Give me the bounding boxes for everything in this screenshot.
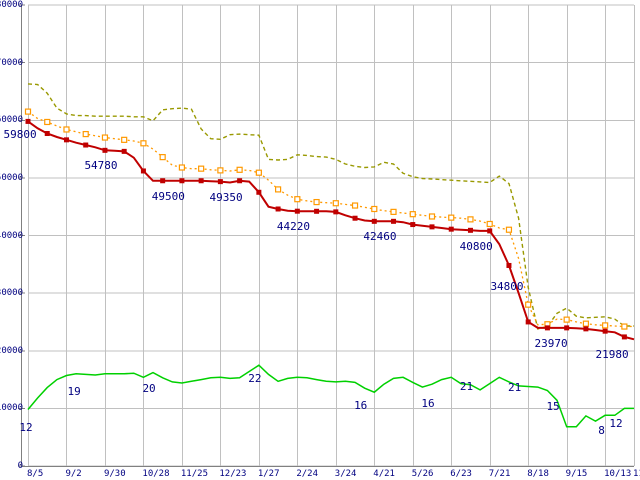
data-point-label: 49350 [209, 190, 243, 204]
x-axis-tick-label: 9/15 [565, 469, 588, 479]
data-point-label: 59800 [3, 128, 37, 142]
x-axis-tick-label: 9/30 [103, 469, 126, 479]
y-axis-tick-label: 30000 [0, 288, 23, 299]
data-point-label: 12 [609, 417, 623, 431]
data-point-label: 54780 [84, 159, 118, 173]
data-point-label: 8 [598, 424, 605, 438]
data-point-label: 34800 [490, 280, 524, 294]
data-point-label: 15 [546, 399, 560, 413]
axis-lines [18, 4, 634, 467]
x-axis-tick-label: 11/25 [180, 469, 208, 479]
y-axis-tick-label: 60000 [0, 115, 23, 126]
y-axis-tick-label: 0 [17, 461, 23, 471]
x-axis-tick-label: 4/21 [373, 469, 395, 479]
y-axis-tick-label: 50000 [0, 172, 23, 183]
x-axis-tick-label: 7/21 [488, 469, 511, 479]
data-point-label: 22 [248, 372, 262, 386]
data-point-label: 23970 [534, 336, 568, 350]
y-axis-tick-label: 70000 [0, 57, 23, 68]
data-point-label: 20 [142, 381, 156, 395]
y-axis-tick-label: 20000 [0, 345, 23, 356]
x-axis-tick-label: 1/27 [257, 469, 280, 479]
data-point-label: 16 [421, 397, 435, 411]
x-axis-tick-label: 11/20 [633, 469, 640, 479]
data-point-label: 40800 [459, 239, 493, 253]
x-axis-tick-label: 10/13 [604, 469, 632, 479]
x-axis-tick-label: 3/24 [334, 469, 357, 479]
x-axis-tick-label: 8/18 [527, 469, 549, 479]
series-high-line [27, 83, 634, 330]
y-axis-tick-label: 10000 [0, 403, 23, 414]
x-axis-tick-label: 9/2 [65, 469, 82, 479]
x-axis-tick-label: 2/24 [296, 469, 319, 479]
y-axis-tick-label: 40000 [0, 230, 23, 241]
data-point-label: 19 [67, 384, 81, 398]
y-axis-tick-label: 80000 [0, 0, 23, 10]
series-price-line [25, 118, 635, 341]
data-point-label: 21 [507, 380, 522, 394]
x-axis-tick-label: 8/5 [27, 469, 44, 479]
x-axis-tick-label: 10/28 [142, 469, 170, 479]
x-axis-tick-label: 5/26 [411, 469, 434, 479]
grid-lines [28, 4, 635, 467]
data-point-label: 49500 [151, 189, 185, 203]
data-point-label: 21980 [595, 348, 629, 362]
x-axis-tick-label: 6/23 [450, 469, 472, 479]
data-point-label: 42460 [363, 230, 397, 244]
series-average-line [24, 108, 634, 330]
data-point-label: 16 [354, 399, 368, 413]
data-point-label: 21 [459, 379, 474, 393]
series-volume-line [27, 364, 634, 428]
data-point-label: 12 [19, 420, 33, 434]
data-point-label: 44220 [276, 220, 310, 234]
x-axis-tick-label: 12/23 [219, 469, 247, 479]
